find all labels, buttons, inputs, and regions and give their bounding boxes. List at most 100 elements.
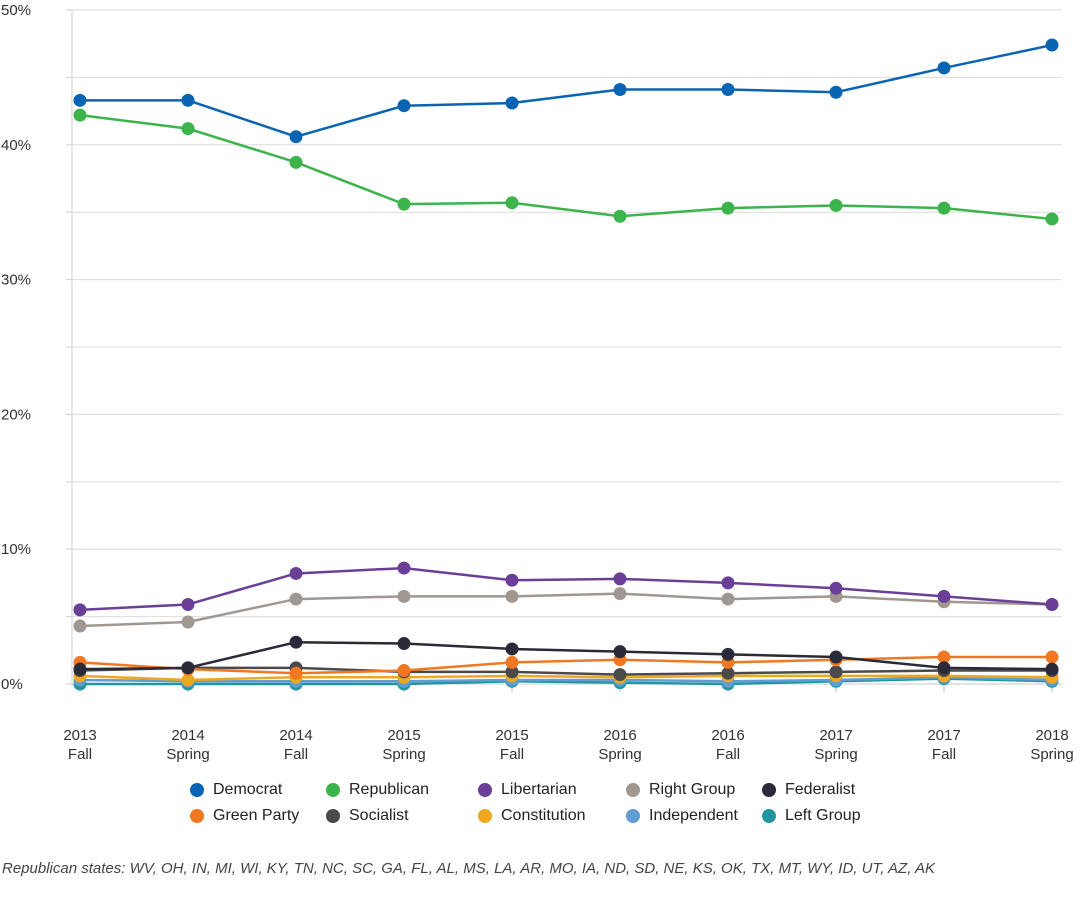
legend-dot-icon xyxy=(762,809,776,823)
republican-point xyxy=(505,196,519,210)
legend-item-constitution: Constitution xyxy=(478,806,626,826)
legend-dot-icon xyxy=(762,783,776,797)
legend-dot-icon xyxy=(478,783,492,797)
green-party-point xyxy=(505,655,519,669)
green-party-point xyxy=(1045,650,1059,664)
legend-label: Left Group xyxy=(785,807,861,824)
x-tick-label: Fall xyxy=(68,746,92,763)
libertarian-point xyxy=(289,566,303,580)
x-tick-label: Spring xyxy=(166,746,209,763)
republican-point xyxy=(73,108,87,122)
series-right-group xyxy=(73,587,1059,633)
series-federalist xyxy=(73,635,1059,676)
legend-dot-icon xyxy=(478,809,492,823)
x-tick-label: 2016 xyxy=(711,727,744,744)
series-libertarian xyxy=(73,561,1059,617)
legend-dot-icon xyxy=(190,783,204,797)
footnote: Republican states: WV, OH, IN, MI, WI, K… xyxy=(2,860,935,877)
federalist-point xyxy=(937,661,951,675)
democrat-point xyxy=(829,85,843,99)
x-tick-label: 2015 xyxy=(387,727,420,744)
constitution-line xyxy=(79,674,1053,682)
legend-item-right-group: Right Group xyxy=(626,780,762,800)
x-tick-label: Spring xyxy=(598,746,641,763)
federalist-point xyxy=(829,650,843,664)
libertarian-point xyxy=(937,589,951,603)
y-tick-label: 20% xyxy=(1,406,31,423)
legend-item-left-group: Left Group xyxy=(762,806,892,826)
legend-label: Constitution xyxy=(501,807,586,824)
constitution-point xyxy=(181,673,195,687)
right-group-line xyxy=(79,592,1053,628)
federalist-point xyxy=(1045,662,1059,676)
libertarian-line xyxy=(79,566,1053,612)
legend-item-federalist: Federalist xyxy=(762,780,892,800)
legend-dot-icon xyxy=(326,783,340,797)
republican-point xyxy=(289,155,303,169)
federalist-point xyxy=(289,635,303,649)
legend-label: Right Group xyxy=(649,781,736,798)
republican-point xyxy=(721,201,735,215)
democrat-point xyxy=(73,93,87,107)
socialist-point xyxy=(613,668,627,682)
legend-item-green-party: Green Party xyxy=(190,806,326,826)
x-tick-label: Fall xyxy=(932,746,956,763)
legend-dot-icon xyxy=(626,783,640,797)
libertarian-point xyxy=(505,573,519,587)
republican-point xyxy=(937,201,951,215)
legend-label: Green Party xyxy=(213,807,300,824)
libertarian-point xyxy=(181,597,195,611)
x-tick-label: Fall xyxy=(284,746,308,763)
legend-dot-icon xyxy=(190,809,204,823)
y-tick-label: 30% xyxy=(1,272,31,289)
x-tick-label: Spring xyxy=(382,746,425,763)
legend-label: Republican xyxy=(349,781,430,798)
democrat-point xyxy=(505,96,519,110)
x-tick-label: 2017 xyxy=(927,727,960,744)
legend-item-socialist: Socialist xyxy=(326,806,478,826)
right-group-point xyxy=(505,589,519,603)
legend-item-democrat: Democrat xyxy=(190,780,326,800)
federalist-point xyxy=(505,642,519,656)
right-group-point xyxy=(397,589,411,603)
right-group-point xyxy=(181,615,195,629)
y-tick-label: 0% xyxy=(1,676,23,693)
x-tick-label: 2015 xyxy=(495,727,528,744)
independent-line xyxy=(79,676,1053,683)
x-tick-label: 2016 xyxy=(603,727,636,744)
socialist-line xyxy=(79,666,1052,676)
democrat-point xyxy=(1045,38,1059,52)
legend-item-libertarian: Libertarian xyxy=(478,780,626,800)
libertarian-point xyxy=(397,561,411,575)
federalist-point xyxy=(721,647,735,661)
socialist-point xyxy=(721,666,735,680)
legend-dot-icon xyxy=(626,809,640,823)
republican-point xyxy=(829,198,843,212)
libertarian-point xyxy=(1045,597,1059,611)
x-tick-label: Spring xyxy=(1030,746,1073,763)
green-party-point xyxy=(397,664,411,678)
legend-label: Independent xyxy=(649,807,738,824)
legend-dot-icon xyxy=(326,809,340,823)
libertarian-point xyxy=(73,603,87,617)
right-group-point xyxy=(721,592,735,606)
federalist-point xyxy=(613,645,627,659)
green-party-point xyxy=(937,650,951,664)
green-party-point xyxy=(289,666,303,680)
x-tick-label: 2014 xyxy=(171,727,204,744)
republican-line xyxy=(79,113,1053,221)
federalist-line xyxy=(79,640,1053,671)
left-group-line xyxy=(80,677,1053,686)
y-tick-label: 40% xyxy=(1,137,31,154)
x-tick-label: 2014 xyxy=(279,727,312,744)
y-tick-label: 10% xyxy=(1,541,31,558)
socialist-point xyxy=(505,665,519,679)
legend-item-republican: Republican xyxy=(326,780,478,800)
libertarian-point xyxy=(613,572,627,586)
republican-point xyxy=(181,122,195,136)
x-tick-label: 2017 xyxy=(819,727,852,744)
libertarian-point xyxy=(829,581,843,595)
x-tick-label: Spring xyxy=(814,746,857,763)
x-tick-label: Fall xyxy=(500,746,524,763)
series-democrat xyxy=(73,38,1059,144)
